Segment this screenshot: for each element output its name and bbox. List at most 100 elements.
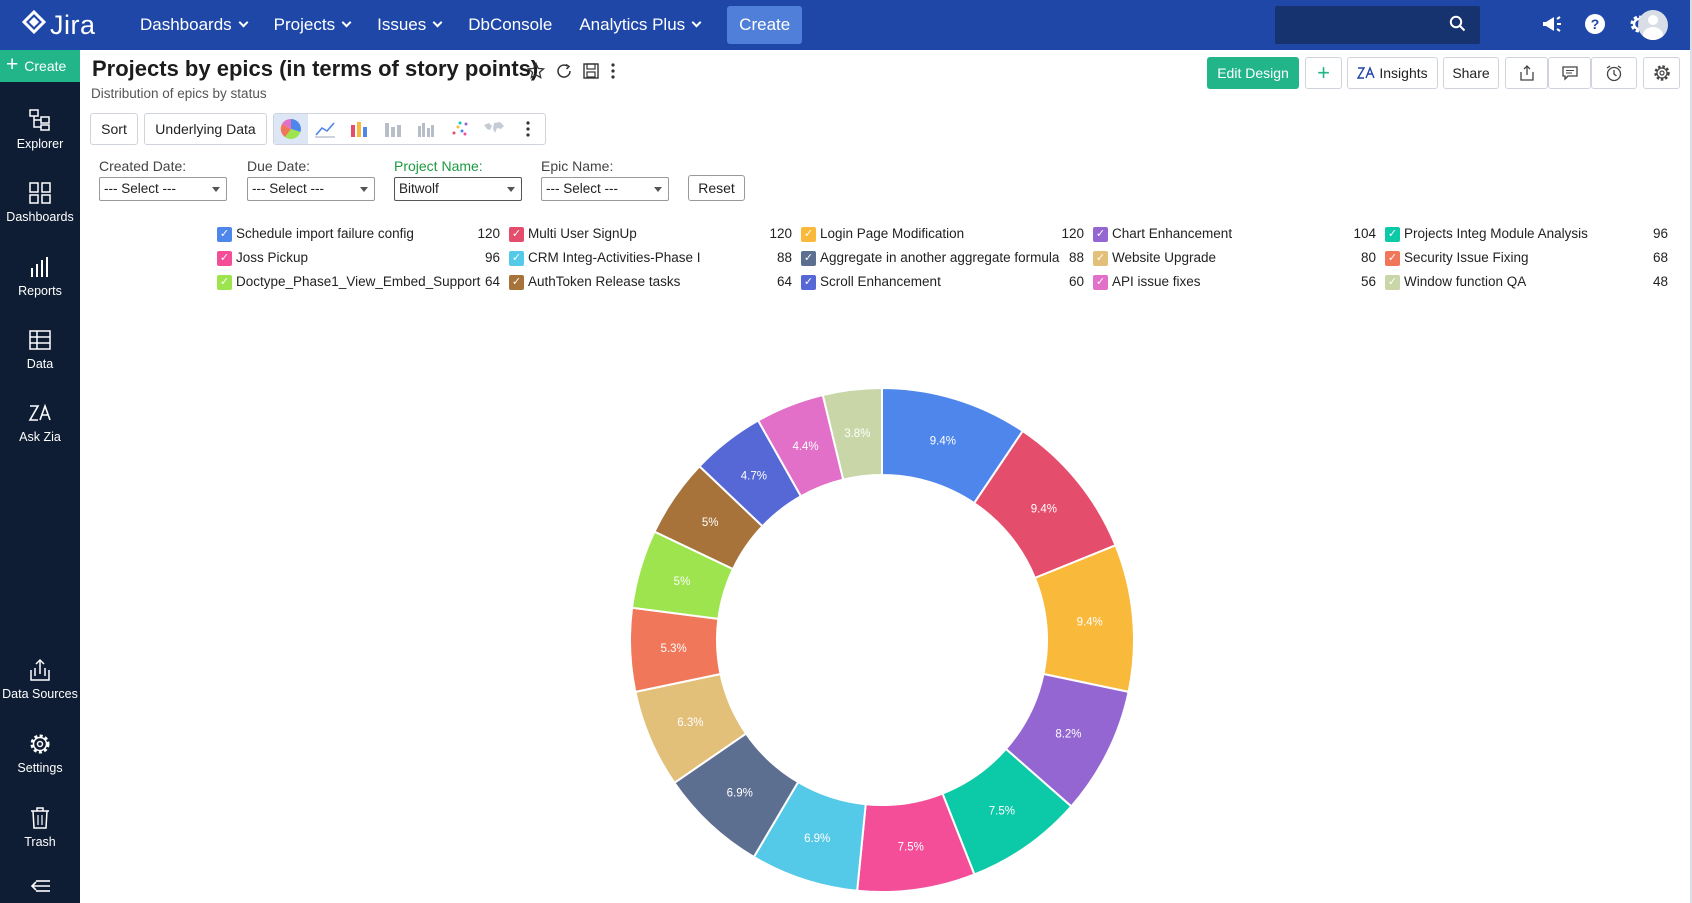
slice-percent-label: 7.5% xyxy=(989,806,1015,818)
more-options-icon xyxy=(526,121,530,137)
svg-text:?: ? xyxy=(1591,16,1600,32)
save-icon[interactable] xyxy=(582,62,600,85)
sidebar-item-explorer[interactable]: Explorer xyxy=(0,104,80,151)
nav-issues[interactable]: Issues xyxy=(377,15,443,35)
legend-checkbox[interactable]: ✓ xyxy=(1093,251,1108,266)
legend-checkbox[interactable]: ✓ xyxy=(801,275,816,290)
due-date-select[interactable]: --- Select --- xyxy=(247,177,375,201)
report-settings-button[interactable] xyxy=(1643,57,1680,89)
sidebar-item-reports[interactable]: Reports xyxy=(0,251,80,298)
sidebar-item-trash[interactable]: Trash xyxy=(0,802,80,849)
nav-dbconsole[interactable]: DbConsole xyxy=(468,15,552,35)
top-create-button[interactable]: Create xyxy=(727,6,803,44)
help-icon[interactable]: ? xyxy=(1584,13,1606,41)
legend-checkbox[interactable]: ✓ xyxy=(1385,251,1400,266)
legend-item[interactable]: ✓ Window function QA 48 xyxy=(1385,273,1668,293)
chart-type-line[interactable] xyxy=(308,114,342,144)
created-date-select[interactable]: --- Select --- xyxy=(99,177,227,201)
edit-design-button[interactable]: Edit Design xyxy=(1207,57,1299,89)
legend-item[interactable]: ✓ Schedule import failure config 120 xyxy=(217,225,500,245)
legend-checkbox[interactable]: ✓ xyxy=(217,227,232,242)
add-button[interactable]: + xyxy=(1305,57,1342,89)
legend-value: 48 xyxy=(1652,274,1668,289)
top-navigation-bar: Jira Dashboards Projects Issues DbConsol… xyxy=(0,0,1692,50)
jira-logo[interactable]: Jira xyxy=(21,9,122,41)
chart-type-bar[interactable] xyxy=(342,114,376,144)
legend-label: Doctype_Phase1_View_Embed_Support xyxy=(236,274,481,289)
legend-checkbox[interactable]: ✓ xyxy=(1385,227,1400,242)
sidebar-item-ask-zia[interactable]: Ask Zia xyxy=(0,397,80,444)
underlying-data-button[interactable]: Underlying Data xyxy=(144,113,267,145)
refresh-icon[interactable] xyxy=(555,62,573,85)
legend-item[interactable]: ✓ Chart Enhancement 104 xyxy=(1093,225,1376,245)
zia-icon xyxy=(28,403,51,421)
legend-checkbox[interactable]: ✓ xyxy=(217,275,232,290)
legend-checkbox[interactable]: ✓ xyxy=(509,251,524,266)
insights-button[interactable]: Insights xyxy=(1347,57,1438,89)
sidebar-item-settings[interactable]: Settings xyxy=(0,728,80,775)
explorer-icon xyxy=(29,109,50,131)
chart-type-stacked-bar[interactable] xyxy=(376,114,410,144)
export-button[interactable] xyxy=(1505,57,1548,89)
legend-item[interactable]: ✓ Website Upgrade 80 xyxy=(1093,249,1376,269)
sort-button[interactable]: Sort xyxy=(90,113,138,145)
nav-dashboards[interactable]: Dashboards xyxy=(140,15,249,35)
avatar[interactable] xyxy=(1638,10,1668,40)
insights-label: Insights xyxy=(1379,65,1428,81)
slice-percent-label: 5% xyxy=(674,576,691,588)
chart-type-map[interactable] xyxy=(477,114,511,144)
project-name-select[interactable]: Bitwolf xyxy=(394,177,522,201)
search-icon[interactable] xyxy=(1449,15,1466,37)
legend-item[interactable]: ✓ Multi User SignUp 120 xyxy=(509,225,792,245)
more-options-icon[interactable] xyxy=(609,62,617,85)
dropdown-arrow-icon xyxy=(212,187,220,192)
chart-type-grouped-bar[interactable] xyxy=(410,114,444,144)
share-button[interactable]: Share xyxy=(1443,57,1499,89)
legend-item[interactable]: ✓ Projects Integ Module Analysis 96 xyxy=(1385,225,1668,245)
chart-type-more[interactable] xyxy=(511,114,545,144)
schedule-button[interactable] xyxy=(1591,57,1637,89)
legend-checkbox[interactable]: ✓ xyxy=(1093,227,1108,242)
epic-name-label: Epic Name: xyxy=(541,158,614,174)
window-edge xyxy=(1690,0,1692,903)
sidebar-item-data-sources[interactable]: Data Sources xyxy=(0,654,80,701)
legend-checkbox[interactable]: ✓ xyxy=(801,227,816,242)
sidebar-create-button[interactable]: + Create xyxy=(0,50,80,82)
epic-name-select[interactable]: --- Select --- xyxy=(541,177,669,201)
legend-item[interactable]: ✓ Doctype_Phase1_View_Embed_Support 64 xyxy=(217,273,500,293)
nav-analytics-plus[interactable]: Analytics Plus xyxy=(579,15,702,35)
legend-item[interactable]: ✓ API issue fixes 56 xyxy=(1093,273,1376,293)
nav-projects[interactable]: Projects xyxy=(274,15,352,35)
megaphone-icon[interactable] xyxy=(1540,13,1562,41)
sidebar-item-dashboards[interactable]: Dashboards xyxy=(0,177,80,224)
alarm-clock-icon xyxy=(1606,65,1622,82)
search-input[interactable] xyxy=(1275,6,1480,44)
chart-type-pie[interactable] xyxy=(274,114,308,144)
legend-item[interactable]: ✓ Joss Pickup 96 xyxy=(217,249,500,269)
legend-checkbox[interactable]: ✓ xyxy=(801,251,816,266)
stacked-bar-icon xyxy=(384,123,401,137)
legend-item[interactable]: ✓ CRM Integ-Activities-Phase I 88 xyxy=(509,249,792,269)
donut-slice[interactable] xyxy=(821,386,883,481)
legend-checkbox[interactable]: ✓ xyxy=(509,227,524,242)
star-icon[interactable] xyxy=(526,61,546,85)
comments-button[interactable] xyxy=(1548,57,1591,89)
legend-checkbox[interactable]: ✓ xyxy=(217,251,232,266)
legend-item[interactable]: ✓ Security Issue Fixing 68 xyxy=(1385,249,1668,269)
collapse-sidebar-button[interactable] xyxy=(0,872,80,901)
legend-item[interactable]: ✓ Scroll Enhancement 60 xyxy=(801,273,1084,293)
legend-item[interactable]: ✓ Login Page Modification 120 xyxy=(801,225,1084,245)
legend-item[interactable]: ✓ Aggregate in another aggregate formula 8… xyxy=(801,249,1084,269)
legend-checkbox[interactable]: ✓ xyxy=(1385,275,1400,290)
legend-checkbox[interactable]: ✓ xyxy=(1093,275,1108,290)
chart-type-switcher xyxy=(273,113,546,145)
chart-type-scatter[interactable] xyxy=(443,114,477,144)
reset-button[interactable]: Reset xyxy=(688,175,745,201)
pie-chart-icon xyxy=(280,118,301,139)
legend-checkbox[interactable]: ✓ xyxy=(509,275,524,290)
legend-label: Website Upgrade xyxy=(1112,250,1217,265)
project-name-value: Bitwolf xyxy=(399,181,439,196)
sidebar-item-data[interactable]: Data xyxy=(0,324,80,371)
legend-item[interactable]: ✓ AuthToken Release tasks 64 xyxy=(509,273,792,293)
legend-label: CRM Integ-Activities-Phase I xyxy=(528,250,701,265)
